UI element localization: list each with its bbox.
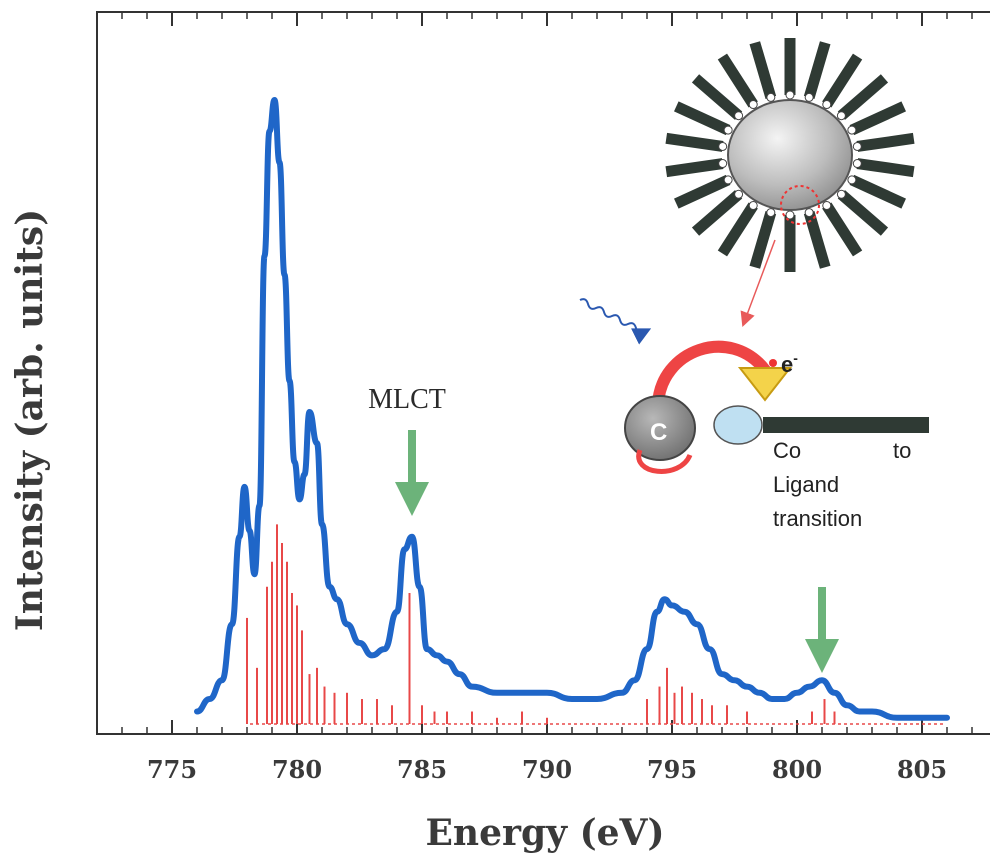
ligand-ray — [674, 101, 731, 136]
ligand-ray — [691, 74, 743, 120]
ligand-ray — [822, 53, 863, 108]
caption-line-transition: transition — [773, 506, 862, 531]
ligand-anchor — [785, 90, 795, 100]
ligand-ray — [849, 174, 906, 209]
caption-word-co: Co — [773, 438, 801, 463]
ligand-anchor — [836, 189, 846, 199]
recoil-arrow — [636, 449, 693, 474]
ligand-ray — [665, 132, 724, 152]
ligand-ray — [674, 174, 731, 209]
y-axis-title: Intensity (arb. units) — [9, 209, 51, 631]
particle-label: C — [650, 419, 667, 446]
cobalt-particle — [624, 395, 696, 461]
arrow-head — [805, 639, 839, 673]
ligand-anchor — [766, 208, 776, 218]
ligand-ray — [691, 190, 743, 236]
ligand-anchor — [766, 92, 776, 102]
ligand-anchor — [718, 141, 728, 151]
major-ticks — [171, 12, 923, 734]
ligand-anchor — [847, 175, 857, 185]
annotations: MLCT — [368, 384, 839, 673]
ligand-ray — [803, 211, 831, 269]
ligand-ray — [665, 158, 724, 178]
ligand-ray — [856, 158, 915, 178]
arrow-head — [395, 482, 429, 516]
electron-charge: - — [793, 350, 798, 366]
annotation-arrow — [805, 587, 839, 673]
ligand-ray — [749, 41, 777, 99]
ligand-anchor — [804, 208, 814, 218]
ligand-rays — [665, 38, 915, 272]
ligand-anchor — [723, 175, 733, 185]
transition-arrow-head — [737, 367, 793, 402]
electron-label: e- — [781, 350, 798, 377]
caption-word-to: to — [893, 438, 911, 463]
zoom-arrow — [740, 239, 776, 328]
photon-icon — [579, 298, 652, 345]
ligand-ray — [717, 53, 758, 108]
x-tick-label: 795 — [647, 755, 697, 784]
ligand-anchor — [852, 159, 862, 169]
ligand-ray — [849, 101, 906, 136]
arrow-shaft — [408, 430, 416, 485]
x-tick-label: 800 — [772, 755, 822, 784]
x-tick-label: 780 — [272, 755, 322, 784]
ligand-anchor — [822, 200, 832, 210]
annotation-arrow: MLCT — [368, 384, 446, 516]
x-axis-title: Energy (eV) — [425, 812, 664, 854]
ligand-anchor — [723, 125, 733, 135]
ligand-ray — [717, 202, 758, 257]
nanoparticle-core — [727, 99, 853, 211]
highlight-circle — [780, 185, 820, 225]
ligand-anchor — [836, 111, 846, 121]
arrow-shaft — [818, 587, 826, 642]
ligand-head — [713, 405, 763, 445]
electron-symbol: e — [781, 352, 793, 377]
ligand-chain — [763, 417, 929, 433]
caption-line-ligand: Ligand — [773, 472, 839, 497]
ligand-anchor — [822, 100, 832, 110]
transition-arrow — [652, 340, 771, 411]
stick-spectrum — [246, 524, 836, 724]
ligand-ray — [822, 202, 863, 257]
x-tick-label: 775 — [147, 755, 197, 784]
ligand-anchor — [748, 200, 758, 210]
ligand-anchor — [804, 92, 814, 102]
ligand-anchor — [734, 111, 744, 121]
x-tick-label: 790 — [522, 755, 572, 784]
ligand-ray — [837, 74, 889, 120]
ligand-anchor — [852, 141, 862, 151]
ligand-anchor — [718, 159, 728, 169]
ligand-anchor — [847, 125, 857, 135]
ligand-ray — [837, 190, 889, 236]
ligand-ray — [749, 211, 777, 269]
series-line — [194, 97, 950, 721]
x-tick-label: 785 — [397, 755, 447, 784]
ligand-ray — [856, 132, 915, 152]
x-tick-label: 805 — [897, 755, 947, 784]
electron-dot — [769, 359, 777, 367]
ligand-anchor — [734, 189, 744, 199]
x-tick-labels: 775 780 785 790 795 800 805 — [147, 755, 947, 784]
annotation-label: MLCT — [368, 384, 446, 415]
ligand-anchor — [748, 100, 758, 110]
nanoparticle-inset: C e- Co to Ligand transition — [579, 38, 929, 531]
ligand-ray — [803, 41, 831, 99]
